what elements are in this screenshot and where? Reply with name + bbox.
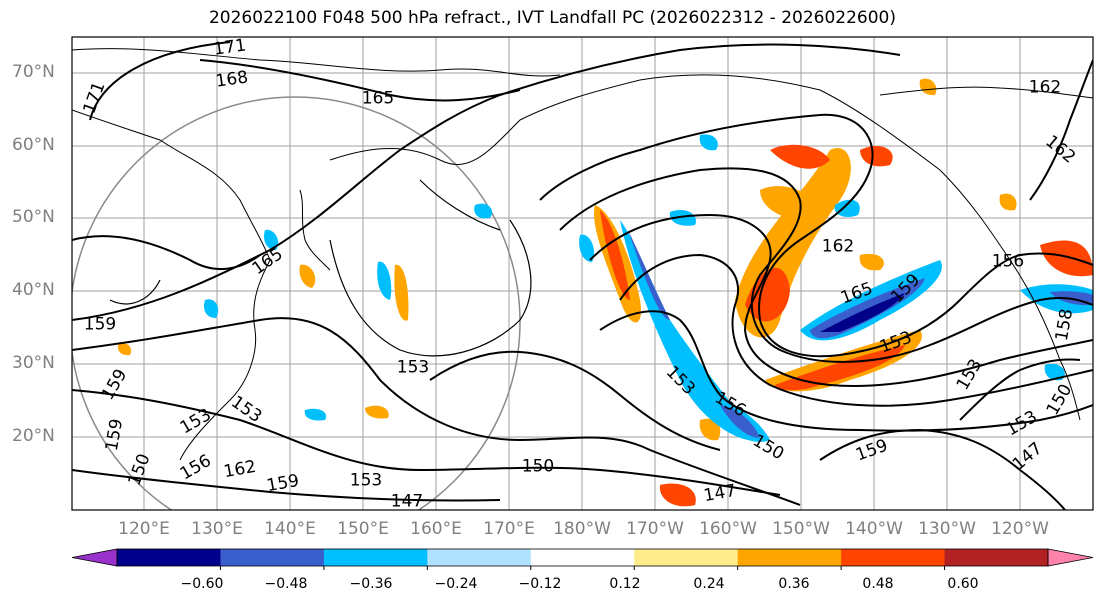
contour-label: 153: [349, 470, 383, 491]
colorbar-tick: 0.60: [947, 576, 979, 592]
colorbar-tick: −0.60: [180, 576, 224, 592]
lon-label-140e: 140°E: [264, 519, 316, 539]
colorbar-extend-max: [1047, 548, 1094, 567]
contour-label: 150: [521, 456, 555, 477]
contour-label: 156: [991, 251, 1025, 272]
lon-label-170w: 170°W: [626, 519, 684, 539]
lon-label-120e: 120°E: [118, 519, 170, 539]
lat-label-70n: 70°N: [12, 62, 55, 82]
colorbar-swatch: [323, 549, 428, 566]
colorbar-extend-min: [71, 548, 118, 567]
contour-label: 165: [361, 88, 395, 109]
colorbar-frame: [116, 548, 1049, 567]
shading-positive: [117, 78, 1093, 507]
colorbar-swatch: [427, 549, 532, 566]
colorbar-swatch: [737, 549, 842, 566]
colorbar-tick: 0.36: [778, 576, 810, 592]
map-title: 2026022100 F048 500 hPa refract., IVT La…: [208, 8, 896, 28]
lon-label-150e: 150°E: [337, 519, 389, 539]
contour-label: 162: [1028, 77, 1062, 98]
contour-label: 153: [396, 357, 430, 378]
lon-label-130w: 130°W: [918, 519, 976, 539]
lon-label-180w: 180°W: [553, 519, 611, 539]
colorbar-tick: −0.12: [518, 576, 562, 592]
colorbar-tick: −0.48: [264, 576, 308, 592]
colorbar-swatch: [841, 549, 946, 566]
landfall-circle: [72, 96, 521, 510]
lon-label-150w: 150°W: [772, 519, 830, 539]
colorbar-swatch: [530, 549, 635, 566]
colorbar-swatch: [944, 549, 1049, 566]
colorbar: [71, 548, 1094, 570]
colorbar-tick: 0.12: [609, 576, 641, 592]
contour-label: 168: [214, 67, 250, 92]
refractivity-contours: [72, 41, 1093, 510]
lon-label-160w: 160°W: [699, 519, 757, 539]
colorbar-tick: −0.24: [434, 576, 478, 592]
colorbar-tick: 0.48: [862, 576, 894, 592]
colorbar-swatch: [117, 549, 221, 566]
lat-label-60n: 60°N: [12, 135, 55, 155]
map-border: [71, 36, 1094, 511]
lon-label-160e: 160°E: [410, 519, 462, 539]
refractivity-contours-thin: [109, 179, 532, 357]
shading-negative: [204, 134, 1093, 442]
contour-label: 159: [83, 314, 117, 335]
lon-label-130e: 130°E: [191, 519, 243, 539]
lat-label-50n: 50°N: [12, 207, 55, 227]
colorbar-tick: 0.24: [693, 576, 725, 592]
contour-label: 162: [821, 236, 855, 257]
contour-label: 171: [212, 35, 248, 60]
colorbar-swatch: [220, 549, 325, 566]
colorbar-swatch: [634, 549, 739, 566]
lat-label-40n: 40°N: [12, 280, 55, 300]
lon-label-120w: 120°W: [991, 519, 1049, 539]
lat-label-20n: 20°N: [12, 426, 55, 446]
lat-label-30n: 30°N: [12, 353, 55, 373]
colorbar-tick: −0.36: [349, 576, 393, 592]
contour-label: 147: [390, 491, 424, 512]
lon-label-170e: 170°E: [483, 519, 535, 539]
lon-label-140w: 140°W: [845, 519, 903, 539]
coastlines: [72, 48, 1093, 461]
